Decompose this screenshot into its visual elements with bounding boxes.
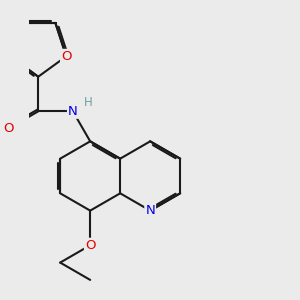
Text: O: O bbox=[3, 122, 13, 135]
Text: O: O bbox=[85, 239, 95, 252]
Text: O: O bbox=[61, 50, 71, 63]
Text: N: N bbox=[68, 105, 78, 118]
Text: N: N bbox=[145, 204, 155, 217]
Text: H: H bbox=[83, 96, 92, 109]
